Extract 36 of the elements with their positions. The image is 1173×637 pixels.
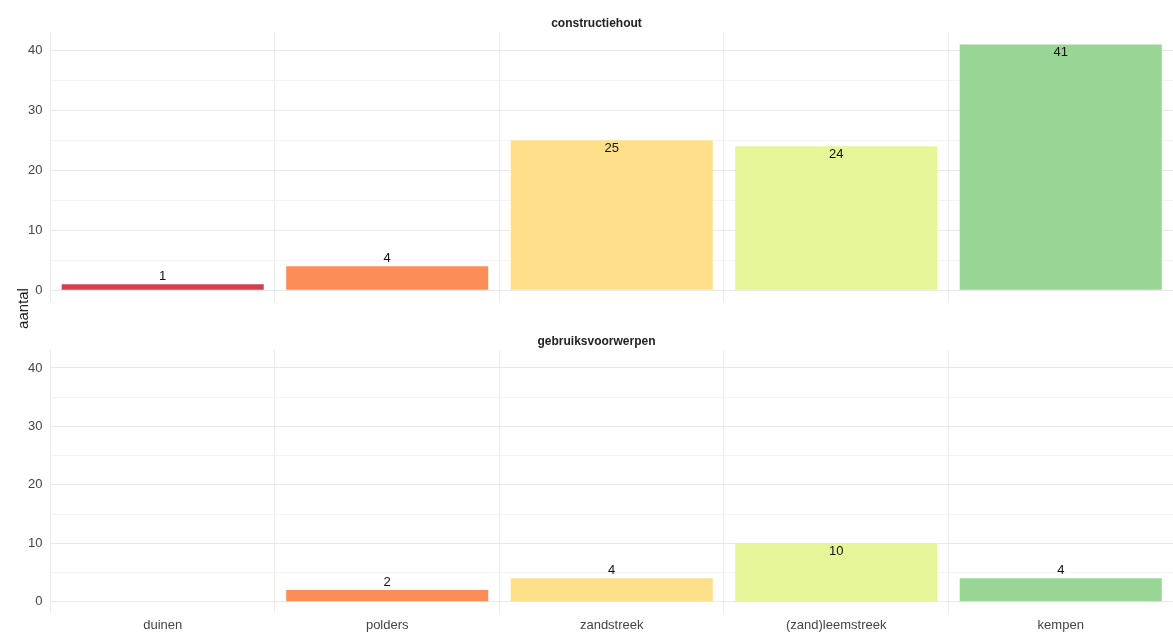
x-tick-label: duinen — [143, 616, 183, 632]
data-label: 2 — [383, 574, 391, 590]
y-tick-label: 40 — [27, 41, 43, 57]
bar — [959, 44, 1162, 290]
y-tick-label: 10 — [27, 534, 43, 550]
y-tick-label: 10 — [27, 221, 43, 237]
bar — [959, 578, 1162, 602]
data-label: 1 — [159, 268, 167, 284]
data-label: 41 — [1053, 44, 1068, 60]
data-label: 4 — [608, 562, 616, 578]
data-label: 25 — [604, 140, 619, 156]
data-label: 24 — [829, 146, 844, 162]
bar — [735, 543, 938, 602]
y-tick-label: 40 — [27, 359, 43, 375]
bar — [510, 578, 713, 602]
y-tick-label: 20 — [27, 476, 43, 492]
x-tick-label: polders — [365, 616, 410, 632]
y-tick-label: 30 — [27, 101, 43, 117]
bar — [61, 284, 264, 290]
x-tick-label: (zand)leemstreek — [786, 616, 887, 632]
bar — [286, 590, 489, 602]
data-label: 4 — [383, 250, 391, 266]
chart-title: constructiehout — [551, 15, 642, 30]
y-axis-title: aantal — [13, 287, 31, 331]
y-tick-label: 20 — [27, 161, 43, 177]
y-tick-label: 0 — [35, 281, 43, 297]
x-tick-label: kempen — [1037, 616, 1084, 632]
y-tick-label: 30 — [27, 417, 43, 433]
y-tick-label: 0 — [35, 593, 43, 609]
data-label: 4 — [1057, 562, 1065, 578]
x-tick-label: zandstreek — [579, 616, 645, 632]
data-label: 10 — [829, 543, 844, 559]
bar — [735, 146, 938, 290]
bar — [510, 140, 713, 290]
chart-title: gebruiksvoorwerpen — [537, 333, 656, 348]
bar — [286, 266, 489, 290]
